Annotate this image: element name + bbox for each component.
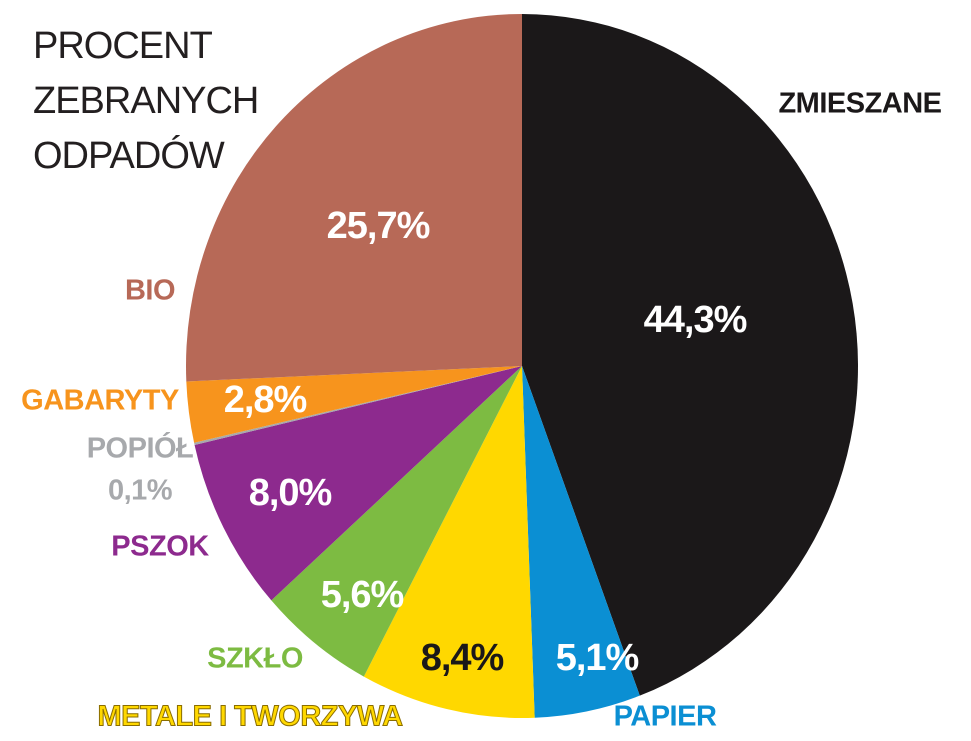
pie-slice	[186, 366, 522, 443]
category-label: GABARYTY	[21, 385, 179, 417]
value-label: 5,6%	[321, 574, 404, 616]
category-label: POPIÓŁ	[87, 431, 194, 465]
pie-slice	[194, 366, 523, 601]
pie-slice	[271, 366, 522, 677]
category-label: PAPIER	[614, 701, 717, 733]
category-label: SZKŁO	[207, 643, 303, 675]
category-label: ZMIESZANE	[778, 88, 941, 120]
pie-slice	[186, 14, 522, 382]
pie-slice	[522, 14, 859, 696]
category-label: METALE I TWORZYWA	[97, 701, 403, 733]
value-label: 25,7%	[327, 205, 430, 247]
chart-title: ODPADÓW	[33, 134, 225, 177]
category-label: PSZOK	[111, 531, 209, 563]
value-label: 0,1%	[108, 475, 173, 507]
pie-slice	[194, 366, 522, 445]
value-label: 8,4%	[421, 637, 504, 679]
chart-title: ZEBRANYCH	[33, 80, 258, 122]
category-label: BIO	[125, 275, 175, 307]
pie-slice	[522, 366, 640, 718]
chart-title: PROCENT	[33, 25, 213, 67]
pie-slice	[363, 366, 535, 718]
value-label: 2,8%	[224, 379, 307, 421]
value-label: 8,0%	[249, 472, 332, 514]
value-label: 44,3%	[644, 299, 747, 341]
value-label: 5,1%	[556, 637, 639, 679]
